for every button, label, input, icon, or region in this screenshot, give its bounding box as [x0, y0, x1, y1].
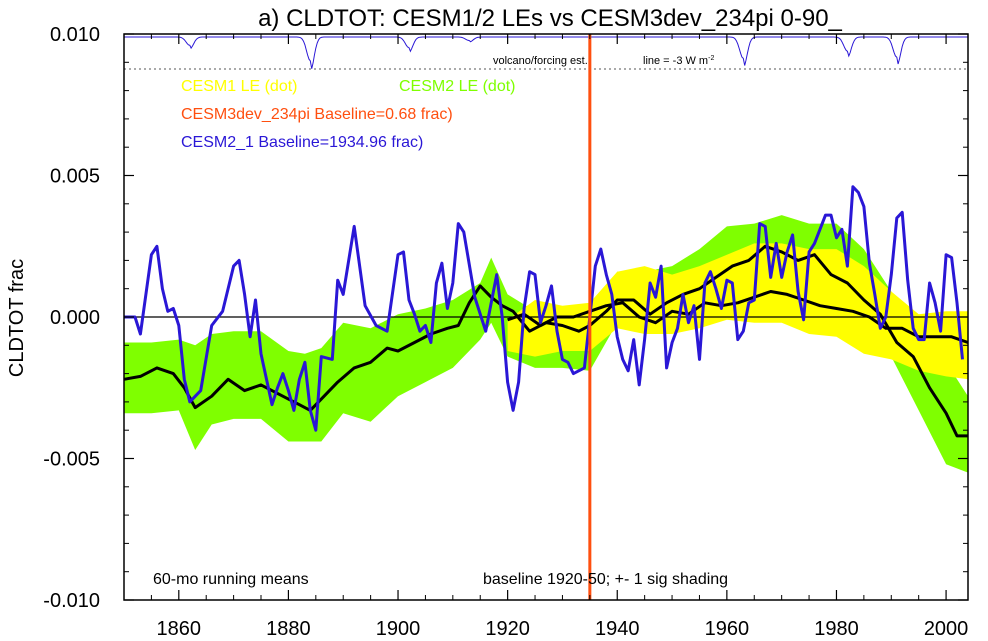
y-tick-label: 0.005: [50, 166, 100, 188]
axis-ticks: 1860 1880 1900 1920 1940 1960 1980 2000 -0.010 -0…: [43, 24, 968, 640]
annotation-running-means: 60-mo running means: [153, 571, 309, 588]
volcano-forcing-line: [124, 36, 968, 69]
volcano-line-label-text: line = -3 W m: [643, 55, 708, 67]
x-tick-label: 1920: [485, 618, 530, 640]
y-axis-label: CLDTOT frac: [6, 259, 28, 377]
x-tick-label: 1940: [595, 618, 640, 640]
legend-cesm1: CESM1 LE (dot): [181, 78, 297, 95]
legend-cesm2: CESM2 LE (dot): [399, 78, 515, 95]
y-tick-label: 0.010: [50, 24, 100, 46]
chart-title: a) CLDTOT: CESM1/2 LEs vs CESM3dev_234pi…: [258, 5, 842, 32]
x-tick-label: 1880: [266, 618, 311, 640]
legend-cesm3: CESM3dev_234pi Baseline=0.68 frac): [181, 106, 453, 123]
y-tick-label: -0.005: [43, 449, 100, 471]
y-tick-label: 0.000: [50, 307, 100, 329]
volcano-line-label: line = -3 W m-2: [643, 55, 714, 67]
x-tick-label: 2000: [924, 618, 969, 640]
volcano-panel: [124, 36, 968, 70]
y-tick-label: -0.010: [43, 590, 100, 612]
x-tick-label: 1980: [814, 618, 859, 640]
volcano-label: volcano/forcing est.: [493, 55, 588, 67]
legend-cesm21: CESM2_1 Baseline=1934.96 frac): [181, 134, 423, 151]
x-tick-label: 1900: [376, 618, 421, 640]
x-tick-label: 1860: [157, 618, 202, 640]
annotation-baseline-note: baseline 1920-50; +- 1 sig shading: [483, 571, 728, 588]
volcano-line-label-sup: -2: [708, 55, 714, 62]
plot-bands: [124, 215, 968, 473]
x-tick-label: 1960: [705, 618, 750, 640]
series-line-3: [507, 290, 969, 344]
band-1: [507, 243, 968, 380]
